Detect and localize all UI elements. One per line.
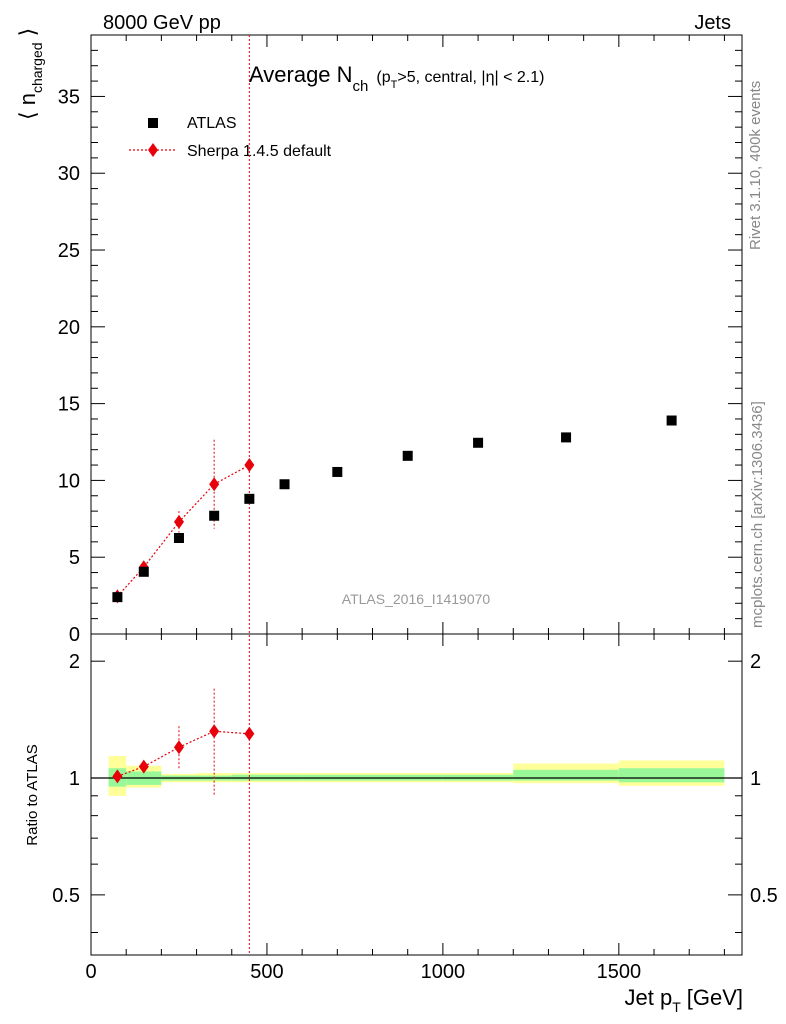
ratio-mc-point	[112, 769, 123, 784]
y-main-tick-label: 30	[58, 163, 80, 185]
x-tick-label: 500	[250, 961, 283, 983]
legend-data-label: ATLAS	[187, 115, 237, 132]
ratio-mc-point	[209, 724, 220, 739]
y-main-bracket-open: ⟨	[15, 105, 40, 120]
main-marks	[112, 35, 677, 955]
y-main-tick-label: 10	[58, 470, 80, 492]
x-axis-label: Jet pT [GeV]	[624, 985, 743, 1015]
ratio-band-inner	[513, 769, 619, 781]
ratio-mc-point	[244, 726, 255, 741]
mc-point	[173, 514, 184, 529]
y-ratio-tick-label-right: 0.5	[750, 885, 778, 907]
legend: ATLAS Sherpa 1.4.5 default	[129, 115, 332, 160]
plot-title: Average Nch(pT>5, central, |η| < 2.1)	[249, 62, 544, 95]
header-right: Jets	[694, 12, 731, 34]
mc-line	[116, 464, 250, 597]
axes-frame	[90, 34, 743, 956]
legend-mc-marker	[148, 143, 158, 157]
analysis-id: ATLAS_2016_I1419070	[342, 591, 491, 607]
y-main-tick-label: 20	[58, 317, 80, 339]
atlas-point	[244, 493, 255, 504]
x-tick-label: 0	[85, 961, 96, 983]
rivet-label: Rivet 3.1.10, 400k events	[747, 81, 764, 250]
mcplots-label: mcplots.cern.ch [arXiv:1306.3436]	[749, 401, 766, 628]
y-ratio-tick-label-right: 1	[750, 768, 761, 790]
atlas-point	[173, 533, 184, 544]
y-ratio-tick-label: 1	[69, 768, 80, 790]
atlas-point	[473, 437, 484, 448]
y-ratio-tick-label: 2	[69, 651, 80, 673]
y-main-tick-label: 15	[58, 394, 80, 416]
y-ratio-label: Ratio to ATLAS	[24, 744, 41, 845]
x-tick-label: 1500	[597, 961, 642, 983]
y-ratio-tick-label: 0.5	[52, 885, 80, 907]
atlas-point	[666, 415, 677, 426]
y-ratio-tick-label-right: 2	[750, 651, 761, 673]
y-main-tick-label: 25	[58, 240, 80, 262]
mc-point	[244, 458, 255, 473]
ratio-marks	[112, 688, 255, 796]
y-main-label: ⟨ ncharged ⟩	[15, 28, 45, 120]
legend-data-marker	[148, 118, 158, 128]
atlas-point	[209, 510, 220, 521]
atlas-point	[138, 566, 149, 577]
mc-point	[209, 477, 220, 492]
atlas-point	[332, 466, 343, 477]
legend-mc-label: Sherpa 1.4.5 default	[187, 143, 332, 160]
atlas-point	[402, 450, 413, 461]
ratio-bands	[108, 755, 725, 796]
x-tick-label: 1000	[421, 961, 466, 983]
ratio-mc-point	[173, 740, 184, 755]
y-main-bracket-close: ⟩	[15, 28, 40, 43]
ratio-mc-point	[138, 759, 149, 774]
atlas-point	[279, 479, 290, 490]
ratio-mc-line	[117, 730, 250, 777]
y-main-tick-label: 0	[69, 624, 80, 646]
ratio-band-inner	[618, 768, 725, 783]
y-main-tick-label: 35	[58, 86, 80, 108]
tick-labels: 0 500 1000 1500 0 5 10 15 20 25 30 35 0.5 0.5 1 1 2 2	[52, 86, 778, 983]
atlas-point	[561, 432, 572, 443]
ratio-frame	[90, 633, 743, 956]
atlas-point	[112, 592, 123, 603]
header-left: 8000 GeV pp	[103, 12, 221, 34]
y-main-tick-label: 5	[69, 547, 80, 569]
